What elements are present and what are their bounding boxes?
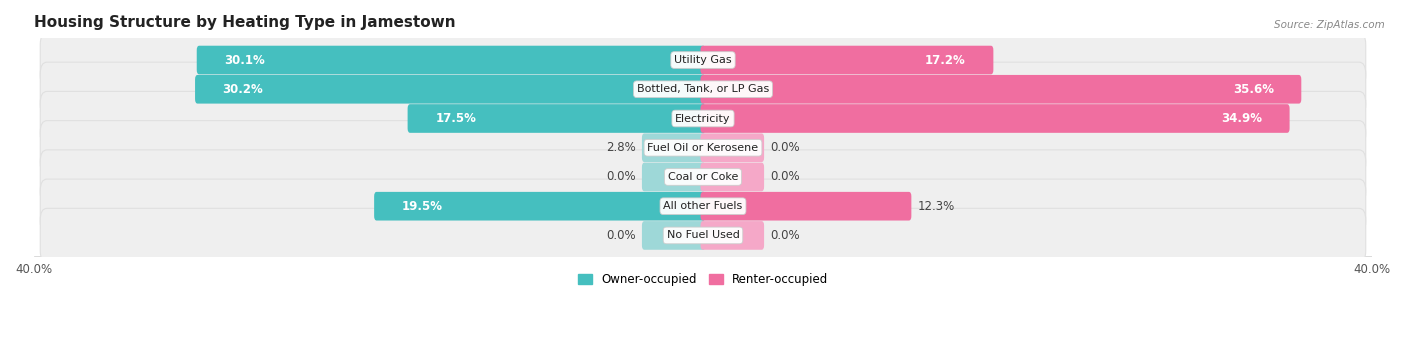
Text: Utility Gas: Utility Gas (675, 55, 731, 65)
FancyBboxPatch shape (700, 46, 994, 74)
FancyBboxPatch shape (195, 75, 706, 104)
Text: 0.0%: 0.0% (770, 141, 800, 154)
FancyBboxPatch shape (700, 75, 1302, 104)
Text: No Fuel Used: No Fuel Used (666, 231, 740, 240)
FancyBboxPatch shape (41, 150, 1365, 204)
FancyBboxPatch shape (41, 62, 1365, 116)
FancyBboxPatch shape (700, 163, 763, 191)
FancyBboxPatch shape (41, 121, 1365, 175)
Text: All other Fuels: All other Fuels (664, 201, 742, 211)
FancyBboxPatch shape (408, 104, 706, 133)
Text: 2.8%: 2.8% (606, 141, 636, 154)
Text: 30.2%: 30.2% (222, 83, 263, 96)
Text: 19.5%: 19.5% (402, 200, 443, 213)
Text: 0.0%: 0.0% (606, 170, 636, 183)
Text: Coal or Coke: Coal or Coke (668, 172, 738, 182)
Text: 30.1%: 30.1% (225, 54, 266, 66)
FancyBboxPatch shape (700, 133, 763, 162)
FancyBboxPatch shape (41, 179, 1365, 233)
FancyBboxPatch shape (197, 46, 706, 74)
Text: 34.9%: 34.9% (1220, 112, 1263, 125)
FancyBboxPatch shape (374, 192, 706, 221)
Text: Housing Structure by Heating Type in Jamestown: Housing Structure by Heating Type in Jam… (34, 15, 456, 30)
Text: 17.5%: 17.5% (436, 112, 477, 125)
Legend: Owner-occupied, Renter-occupied: Owner-occupied, Renter-occupied (572, 268, 834, 291)
Text: Fuel Oil or Kerosene: Fuel Oil or Kerosene (647, 143, 759, 153)
Text: Bottled, Tank, or LP Gas: Bottled, Tank, or LP Gas (637, 84, 769, 94)
Text: Source: ZipAtlas.com: Source: ZipAtlas.com (1274, 20, 1385, 30)
FancyBboxPatch shape (700, 221, 763, 250)
Text: 17.2%: 17.2% (925, 54, 966, 66)
FancyBboxPatch shape (643, 133, 706, 162)
FancyBboxPatch shape (41, 208, 1365, 263)
FancyBboxPatch shape (643, 163, 706, 191)
Text: 0.0%: 0.0% (770, 229, 800, 242)
Text: Electricity: Electricity (675, 114, 731, 123)
Text: 35.6%: 35.6% (1233, 83, 1274, 96)
FancyBboxPatch shape (41, 91, 1365, 146)
Text: 12.3%: 12.3% (917, 200, 955, 213)
FancyBboxPatch shape (700, 104, 1289, 133)
FancyBboxPatch shape (700, 192, 911, 221)
FancyBboxPatch shape (643, 221, 706, 250)
FancyBboxPatch shape (41, 33, 1365, 87)
Text: 0.0%: 0.0% (770, 170, 800, 183)
Text: 0.0%: 0.0% (606, 229, 636, 242)
